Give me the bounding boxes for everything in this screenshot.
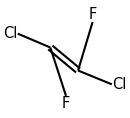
Text: F: F [88,7,97,22]
Text: Cl: Cl [3,26,18,41]
Text: Cl: Cl [112,77,126,92]
Text: F: F [62,96,70,111]
